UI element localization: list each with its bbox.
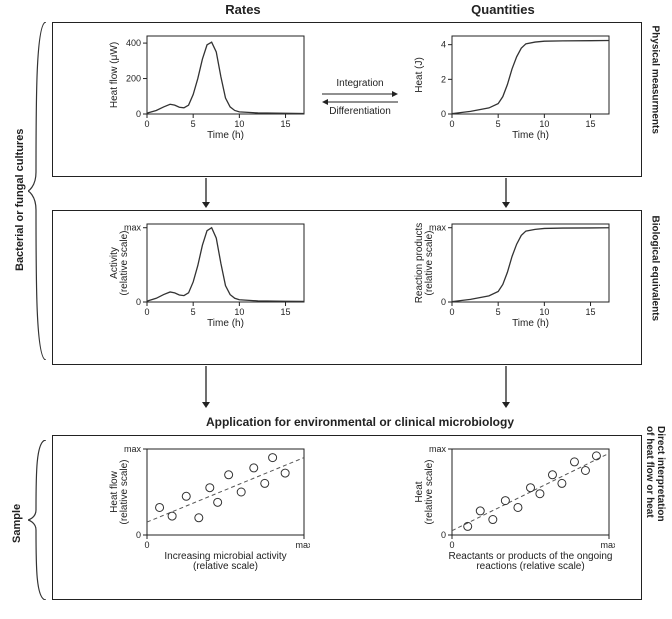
svg-text:Heat (J): Heat (J)	[414, 57, 425, 93]
svg-text:Time (h): Time (h)	[512, 318, 549, 328]
svg-text:0: 0	[441, 109, 446, 119]
left-label-sample: Sample	[11, 493, 23, 543]
svg-text:15: 15	[281, 119, 291, 129]
svg-text:5: 5	[191, 119, 196, 129]
svg-text:max: max	[600, 540, 615, 550]
svg-text:Heat flow (μW): Heat flow (μW)	[109, 42, 120, 108]
right-label-biological: Biological equivalents	[650, 216, 661, 366]
svg-text:0: 0	[144, 540, 149, 550]
brace-top	[28, 22, 48, 360]
heat-chart: 0 5 10 15 0 2 4 Time (h) Heat (J)	[410, 30, 615, 140]
svg-text:5: 5	[191, 307, 196, 317]
svg-text:2: 2	[441, 74, 446, 84]
svg-text:15: 15	[586, 119, 596, 129]
scatter-activity-chart: 0 max 0 max Increasing microbial activity(re…	[105, 443, 310, 571]
svg-text:0: 0	[144, 119, 149, 129]
rates-header: Rates	[225, 2, 260, 17]
arrow-rates-down-1	[200, 178, 212, 208]
svg-text:10: 10	[234, 307, 244, 317]
svg-text:10: 10	[234, 119, 244, 129]
svg-text:5: 5	[496, 307, 501, 317]
svg-text:0: 0	[136, 297, 141, 307]
left-label-cultures: Bacterial or fungal cultures	[14, 111, 26, 271]
svg-text:0: 0	[441, 297, 446, 307]
differentiation-arrow	[322, 98, 398, 106]
svg-text:Heat(relative scale): Heat(relative scale)	[414, 459, 435, 524]
svg-text:Time (h): Time (h)	[207, 130, 244, 140]
svg-text:0: 0	[449, 540, 454, 550]
arrow-qty-down-1	[500, 178, 512, 208]
svg-text:10: 10	[539, 307, 549, 317]
arrow-rates-down-2	[200, 366, 212, 408]
svg-text:0: 0	[144, 307, 149, 317]
svg-text:10: 10	[539, 119, 549, 129]
right-label-direct: Direct interpretation of heat flow or he…	[644, 426, 666, 596]
svg-text:0: 0	[449, 307, 454, 317]
svg-text:Reactants or products of the o: Reactants or products of the ongoingreac…	[449, 551, 613, 571]
svg-text:4: 4	[441, 40, 446, 50]
svg-text:0: 0	[136, 530, 141, 540]
svg-text:15: 15	[281, 307, 291, 317]
arrow-qty-down-2	[500, 366, 512, 408]
svg-text:Time (h): Time (h)	[512, 130, 549, 140]
integration-arrow	[322, 90, 398, 98]
svg-text:15: 15	[586, 307, 596, 317]
brace-bottom	[28, 440, 48, 600]
svg-text:max: max	[295, 540, 310, 550]
right-label-physical: Physical measurments	[650, 26, 661, 176]
column-headers: Rates Quantities	[120, 2, 640, 17]
heatflow-chart: 0 5 10 15 0 200 400 Time (h) Heat flow (μW)	[105, 30, 310, 140]
svg-text:Activity(relative scale): Activity(relative scale)	[109, 230, 130, 295]
svg-text:200: 200	[126, 74, 141, 84]
integration-label: Integration	[320, 78, 400, 89]
svg-text:0: 0	[136, 109, 141, 119]
svg-text:max: max	[124, 444, 142, 454]
products-chart: 0510150maxTime (h)Reaction products(rela…	[410, 218, 615, 328]
svg-text:5: 5	[496, 119, 501, 129]
svg-text:max: max	[429, 444, 447, 454]
quantities-header: Quantities	[471, 2, 535, 17]
svg-text:0: 0	[449, 119, 454, 129]
activity-chart: 0510150maxTime (h)Activity(relative scal…	[105, 218, 310, 328]
svg-text:Increasing microbial activity(: Increasing microbial activity(relative s…	[164, 551, 286, 571]
svg-text:Heat flow(relative scale): Heat flow(relative scale)	[109, 459, 130, 524]
svg-text:Reaction products(relative sca: Reaction products(relative scale)	[414, 223, 435, 304]
scatter-reactants-chart: 0max0maxReactants or products of the ong…	[410, 443, 615, 571]
differentiation-label: Differentiation	[320, 106, 400, 117]
svg-text:0: 0	[441, 530, 446, 540]
svg-text:400: 400	[126, 38, 141, 48]
application-title: Application for environmental or clinica…	[120, 415, 600, 429]
svg-text:Time (h): Time (h)	[207, 318, 244, 328]
